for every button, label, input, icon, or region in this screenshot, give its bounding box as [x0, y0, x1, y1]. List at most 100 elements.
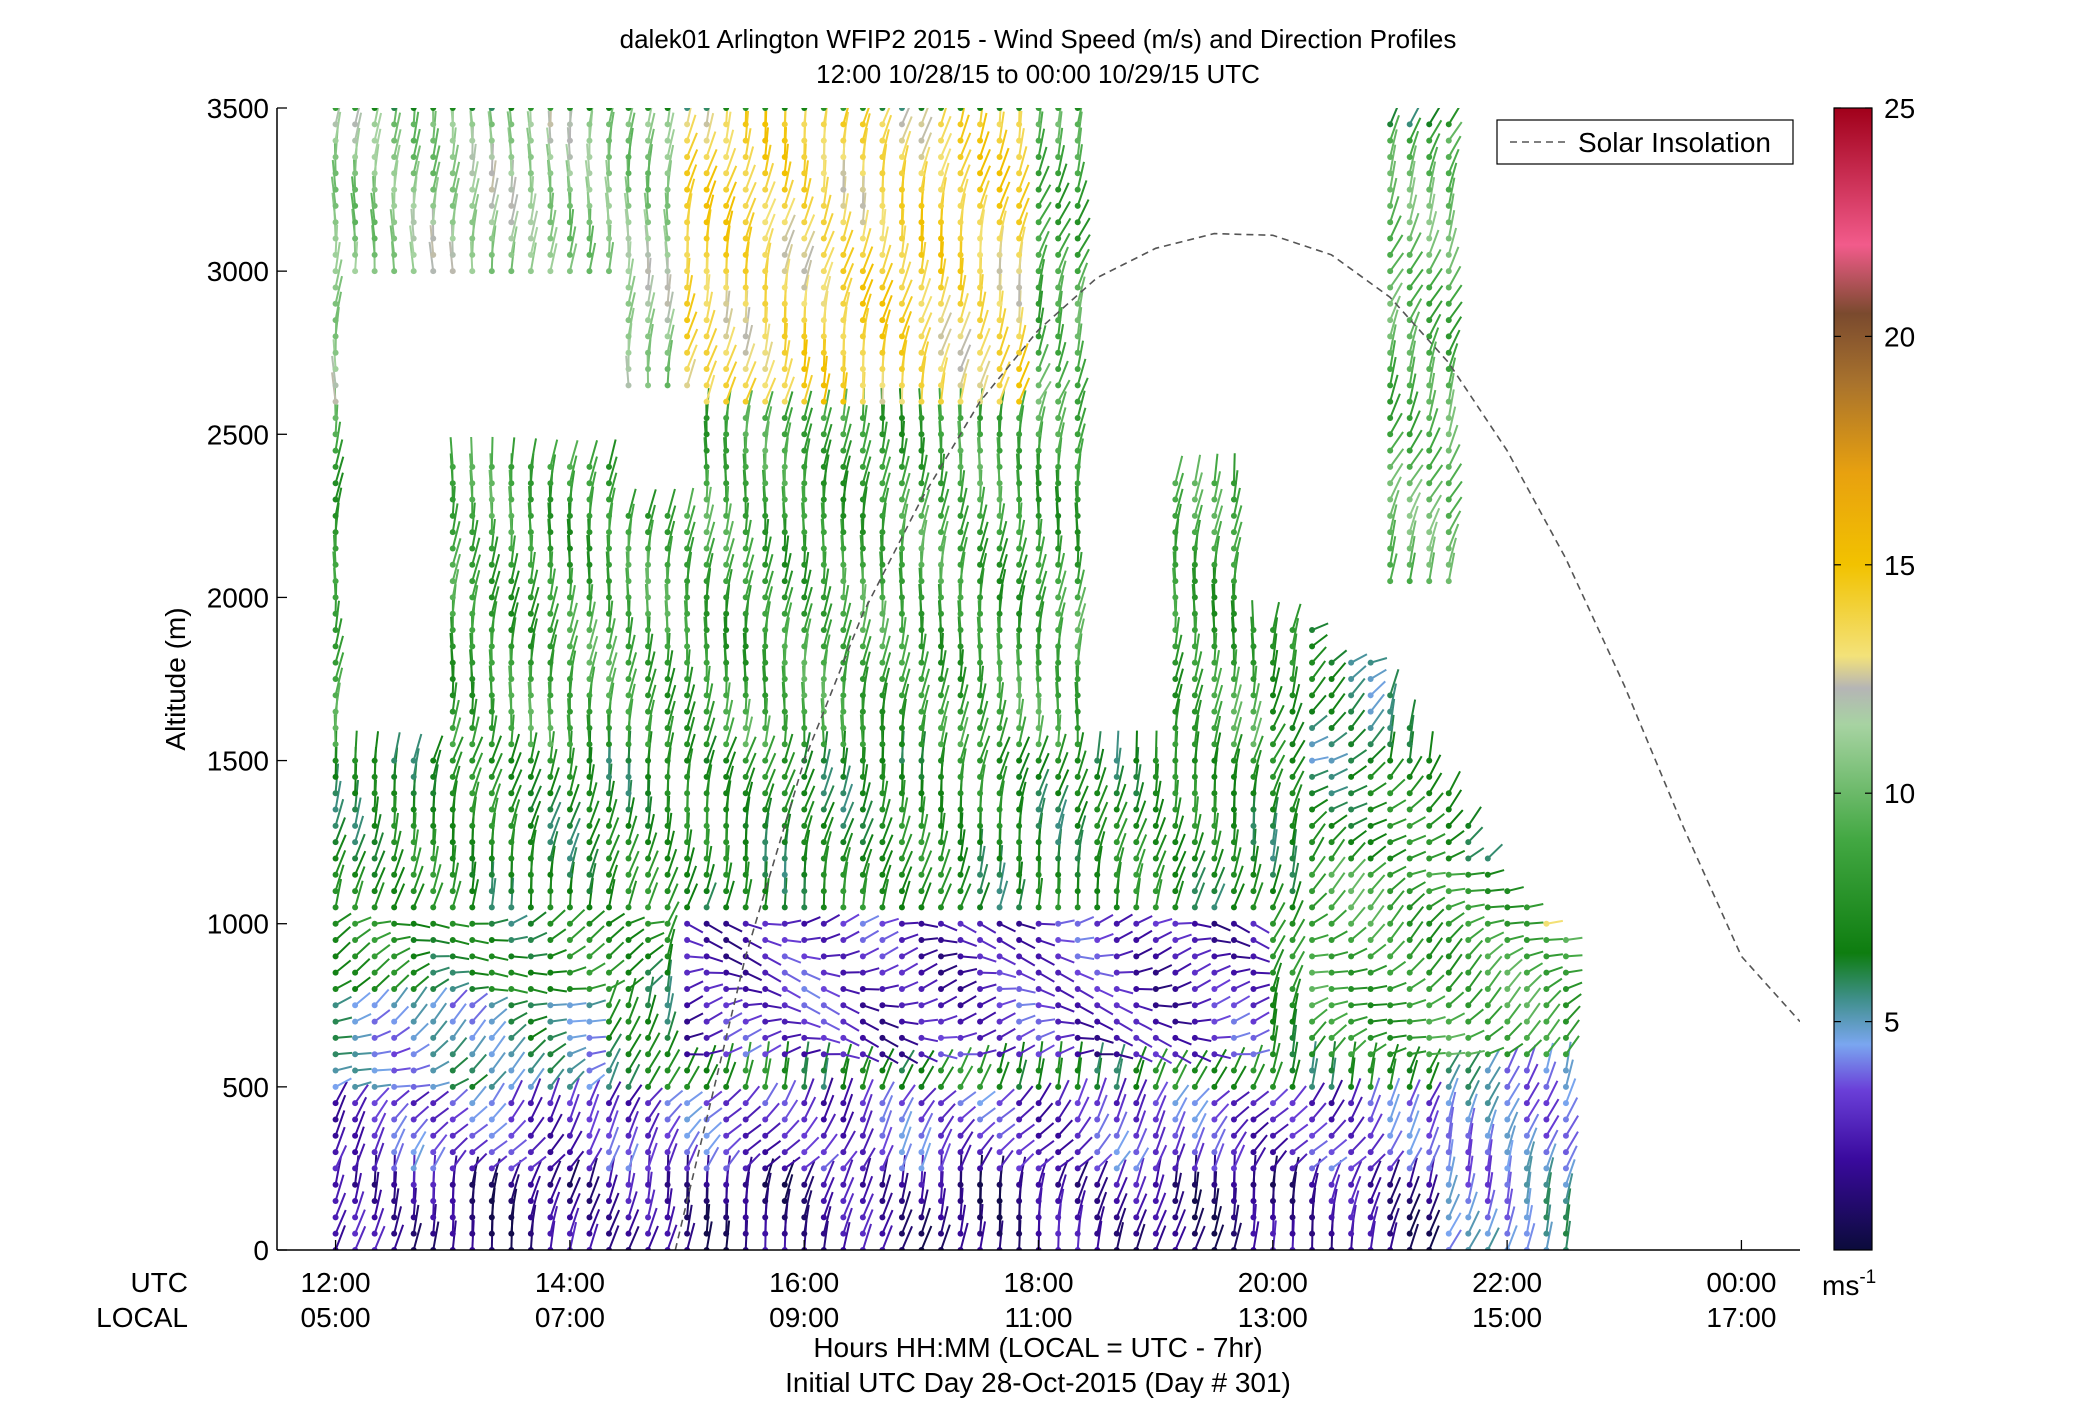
wind-barb-dot — [332, 1002, 339, 1009]
wind-barb-stem — [529, 618, 538, 647]
wind-barb-stem — [608, 780, 615, 810]
wind-barb-stem — [432, 1060, 450, 1072]
wind-barb-dot — [859, 1181, 866, 1188]
wind-barb-stem — [842, 602, 852, 631]
wind-barb-stem — [608, 618, 616, 647]
wind-barb-dot — [781, 137, 788, 144]
wind-barb-dot — [449, 1067, 456, 1074]
wind-barb-dot — [762, 724, 769, 731]
wind-barb-dot — [801, 724, 808, 731]
wind-barb-stem — [744, 716, 754, 745]
wind-barb-dot — [781, 251, 788, 258]
wind-barb-stem — [999, 1027, 1016, 1039]
wind-barb-stem — [1057, 570, 1067, 598]
wind-barb-stem — [686, 149, 699, 174]
wind-barb-dot — [469, 773, 476, 780]
wind-barb-stem — [861, 1193, 874, 1218]
wind-barb-dot — [879, 317, 886, 324]
wind-barb-dot — [664, 953, 671, 960]
wind-barb-dot — [547, 692, 554, 699]
wind-barb-dot — [410, 806, 417, 813]
wind-barb-dot — [1035, 1116, 1042, 1123]
wind-barb-stem — [705, 327, 718, 354]
wind-barb-dot — [684, 855, 691, 862]
wind-barb-dot — [820, 219, 827, 226]
wind-barb-dot — [859, 333, 866, 340]
wind-barb-dot — [703, 1230, 710, 1237]
wind-barb-dot — [332, 1018, 339, 1025]
wind-barb-dot — [957, 1051, 964, 1058]
wind-barb-stem — [666, 112, 675, 141]
wind-barb-dot — [566, 529, 573, 536]
wind-barb-stem — [373, 832, 384, 859]
wind-barb-dot — [1016, 1230, 1023, 1237]
wind-barb-dot — [664, 578, 671, 585]
wind-barb-dot — [996, 251, 1003, 258]
wind-barb-dot — [566, 578, 573, 585]
wind-barb-stem — [549, 767, 560, 794]
wind-barb-dot — [859, 512, 866, 519]
wind-barb-dot — [977, 1067, 984, 1074]
wind-barb-stem — [998, 1107, 1016, 1121]
wind-barb-dot — [703, 724, 710, 731]
wind-barb-dot — [664, 839, 671, 846]
wind-barb-dot — [625, 953, 632, 960]
wind-barb-stem — [334, 259, 343, 288]
wind-barb-dot — [957, 121, 964, 128]
wind-barb-stem — [900, 145, 909, 174]
wind-barb-stem — [959, 666, 967, 696]
wind-barb-dot — [625, 1149, 632, 1156]
wind-barb-dot — [762, 153, 769, 160]
wind-barb-dot — [645, 153, 652, 160]
wind-barb-stem — [725, 129, 735, 158]
wind-barb-dot — [762, 806, 769, 813]
wind-barb-dot — [762, 1100, 769, 1107]
wind-barb-stem — [979, 1063, 992, 1088]
wind-barb-stem — [803, 356, 811, 386]
wind-barb-dot — [605, 153, 612, 160]
wind-barb-dot — [645, 529, 652, 536]
wind-barb-dot — [566, 1165, 573, 1172]
wind-barb-stem — [901, 295, 913, 321]
wind-barb-dot — [1035, 610, 1042, 617]
wind-barb-stem — [373, 1087, 390, 1104]
wind-barb-dot — [801, 773, 808, 780]
wind-barb-dot — [508, 855, 515, 862]
wind-barb-dot — [488, 1002, 495, 1009]
wind-barb-dot — [996, 676, 1003, 682]
wind-barb-dot — [625, 757, 632, 764]
wind-barb-dot — [449, 219, 456, 226]
wind-barb-dot — [1016, 1214, 1023, 1221]
wind-barb-dot — [332, 447, 339, 454]
wind-barb-dot — [508, 790, 515, 797]
wind-barb-stem — [412, 1003, 428, 1023]
wind-barb-dot — [840, 170, 847, 177]
wind-barb-dot — [977, 1002, 984, 1009]
wind-barb-dot — [801, 170, 808, 177]
wind-barb-dot — [762, 300, 769, 307]
wind-barb-dot — [605, 659, 612, 666]
wind-barb-dot — [918, 235, 925, 242]
wind-barb-dot — [1074, 839, 1081, 846]
wind-barb-stem — [803, 259, 813, 288]
wind-barb-dot — [898, 1214, 905, 1221]
wind-barb-dot — [430, 121, 437, 128]
wind-barb-stem — [393, 144, 401, 174]
wind-barb-dot — [957, 871, 964, 878]
wind-barb-stem — [373, 974, 391, 990]
wind-barb-stem — [706, 1090, 723, 1104]
wind-barb-dot — [547, 153, 554, 160]
wind-barb-dot — [977, 790, 984, 797]
wind-barb-stem — [765, 108, 767, 109]
wind-barb-stem — [549, 1133, 565, 1153]
wind-barb-dot — [508, 561, 515, 568]
wind-barb-dot — [430, 186, 437, 193]
wind-barb-stem — [744, 343, 756, 370]
wind-barb-stem — [1037, 325, 1047, 353]
wind-barb-stem — [901, 1063, 914, 1088]
wind-barb-dot — [840, 414, 847, 421]
wind-barb-stem — [744, 212, 755, 239]
wind-barb-stem — [979, 1044, 990, 1071]
wind-barb-dot — [801, 627, 808, 634]
wind-barb-dot — [937, 186, 944, 193]
